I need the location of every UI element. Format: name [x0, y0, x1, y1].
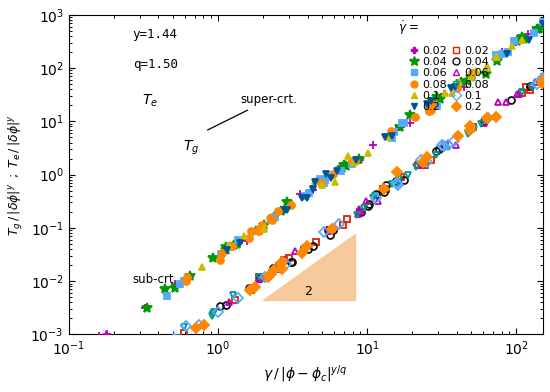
- Text: y=1.44: y=1.44: [133, 27, 178, 40]
- X-axis label: $\gamma\,/\,|\phi - \phi_c|^{y/q}$: $\gamma\,/\,|\phi - \phi_c|^{y/q}$: [263, 363, 348, 385]
- Text: 2: 2: [304, 285, 312, 298]
- Text: $\dot{\gamma}$ =: $\dot{\gamma}$ =: [398, 20, 420, 37]
- Text: sub-crt.: sub-crt.: [133, 273, 178, 286]
- Y-axis label: $T_g\,/\,|\delta\phi|^y\;\;;\;T_e\,/\,|\delta\phi|^y$: $T_g\,/\,|\delta\phi|^y\;\;;\;T_e\,/\,|\…: [7, 114, 25, 236]
- Polygon shape: [262, 234, 355, 300]
- Text: super-crt.: super-crt.: [207, 93, 298, 130]
- Legend: 0.02, 0.04, 0.06, 0.08, 0.1, 0.2, 0.02, 0.04, 0.06, 0.08, 0.1, 0.2: 0.02, 0.04, 0.06, 0.08, 0.1, 0.2, 0.02, …: [404, 41, 493, 117]
- Text: $T_g$: $T_g$: [183, 139, 199, 157]
- Text: $T_e$: $T_e$: [142, 92, 158, 109]
- Text: q=1.50: q=1.50: [133, 58, 178, 71]
